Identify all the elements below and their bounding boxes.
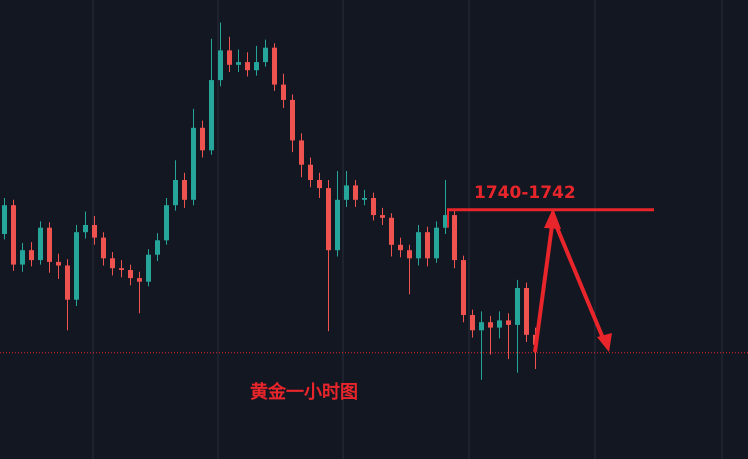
- candle-body: [299, 140, 304, 165]
- candle-body: [155, 240, 160, 255]
- candle-body: [11, 205, 16, 265]
- candle-body: [515, 288, 520, 325]
- candle-body: [119, 268, 124, 270]
- candle-body: [92, 225, 97, 238]
- candle-body: [416, 232, 421, 259]
- candle-body: [263, 47, 268, 63]
- candle-body: [281, 84, 286, 100]
- arrow-head: [544, 208, 561, 229]
- candle-body: [407, 250, 412, 259]
- grid: [92, 0, 723, 459]
- candle-body: [236, 62, 241, 65]
- plot: [0, 22, 748, 380]
- candle-body: [137, 278, 142, 282]
- candle-body: [65, 265, 70, 300]
- candle-body: [191, 127, 196, 200]
- candle-body: [497, 320, 502, 328]
- candle-body: [245, 62, 250, 71]
- candle-body: [344, 185, 349, 200]
- candle-body: [434, 227, 439, 259]
- candle-body: [380, 215, 385, 218]
- candle-body: [182, 180, 187, 200]
- annotations: 1740-1742 黄金一小时图: [250, 183, 654, 403]
- candle-body: [317, 180, 322, 189]
- candle-body: [227, 50, 232, 65]
- candle-body: [290, 99, 295, 141]
- candle-body: [47, 227, 52, 262]
- candle-body: [308, 164, 313, 180]
- candle-body: [38, 227, 43, 261]
- candle-body: [56, 261, 61, 266]
- candle-body: [398, 244, 403, 251]
- candle-body: [461, 260, 466, 315]
- candle-body: [371, 198, 376, 216]
- candle-body: [83, 225, 88, 233]
- candle-body: [200, 127, 205, 151]
- candle-body: [443, 215, 448, 228]
- candle-body: [488, 322, 493, 328]
- candle-body: [470, 315, 475, 331]
- candle-body: [272, 47, 277, 85]
- candle-body: [452, 215, 457, 261]
- candle-body: [362, 198, 367, 200]
- candle-body: [218, 50, 223, 81]
- candle-body: [128, 270, 133, 279]
- candle-body: [326, 188, 331, 251]
- candle-body: [110, 258, 115, 269]
- candle-body: [101, 237, 106, 259]
- arrow-head: [597, 333, 612, 352]
- candle-body: [2, 205, 7, 234]
- candle-body: [353, 185, 358, 200]
- candle-body: [425, 232, 430, 259]
- candle-body: [254, 62, 259, 71]
- candle-body: [389, 217, 394, 245]
- candle-body: [524, 288, 529, 335]
- candle-body: [506, 320, 511, 325]
- candle-body: [146, 254, 151, 282]
- candle-body: [173, 180, 178, 206]
- candle-body: [479, 322, 484, 331]
- candle-body: [335, 199, 340, 251]
- candle-body: [209, 80, 214, 151]
- candle-body: [164, 205, 169, 241]
- candle-body: [20, 250, 25, 265]
- level-label: 1740-1742: [474, 183, 576, 203]
- candle-body: [74, 232, 79, 300]
- chart-title: 黄金一小时图: [250, 381, 358, 403]
- candle-body: [29, 250, 34, 261]
